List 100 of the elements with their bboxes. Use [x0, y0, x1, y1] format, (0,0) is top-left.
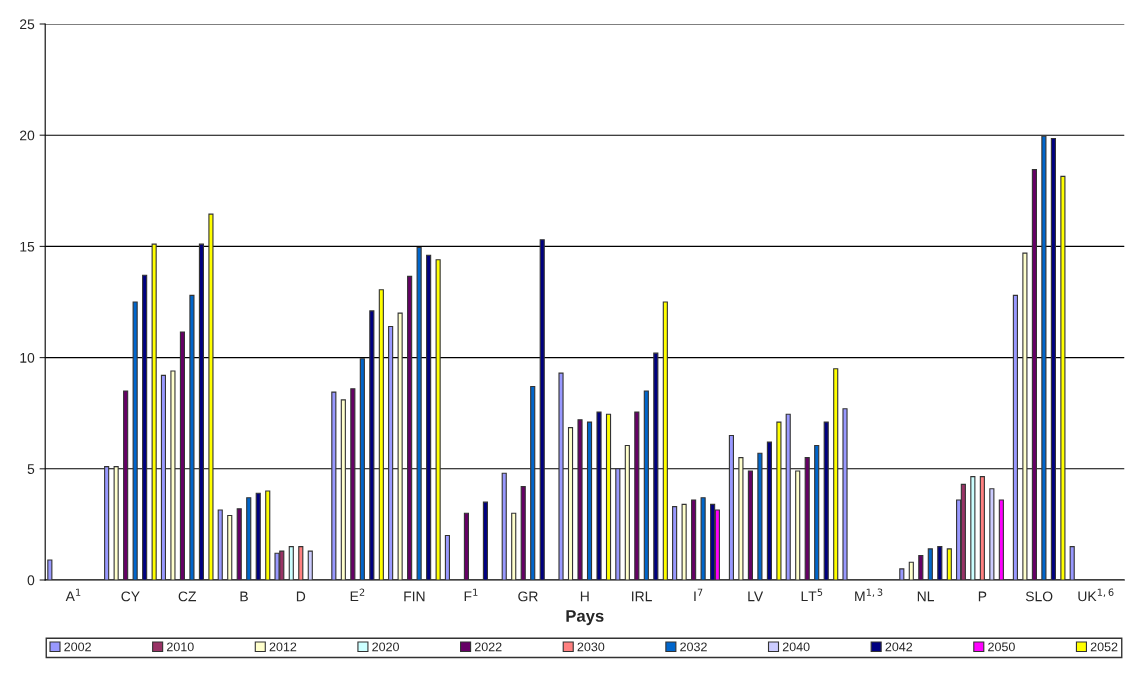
x-tick-label: LV	[748, 591, 764, 602]
bar	[823, 421, 829, 580]
bar	[979, 476, 985, 580]
legend-label: 2050	[988, 642, 1015, 652]
bar	[728, 434, 734, 580]
bar	[123, 390, 129, 580]
bar	[1041, 135, 1047, 580]
bar	[217, 509, 223, 580]
legend-label: 2012	[269, 642, 297, 652]
legend-label: 2040	[782, 642, 810, 652]
bar	[918, 554, 924, 580]
bar	[539, 239, 545, 580]
bar	[738, 457, 744, 580]
legend-label: 2002	[64, 642, 91, 652]
x-tick-label: H	[580, 591, 589, 602]
bar	[960, 483, 966, 580]
bar	[189, 294, 195, 580]
bar	[908, 561, 914, 580]
bar	[397, 312, 403, 580]
bar	[1060, 175, 1066, 580]
bar	[946, 548, 952, 580]
bar	[426, 254, 432, 580]
bar	[530, 385, 536, 580]
bar	[179, 331, 186, 580]
y-tick-label: 10	[20, 352, 35, 363]
bar	[586, 421, 593, 580]
bar	[776, 421, 782, 580]
bar	[672, 506, 678, 580]
bar	[615, 468, 621, 580]
bar	[814, 444, 820, 580]
bar	[795, 470, 801, 580]
bar	[757, 452, 763, 580]
bar	[255, 492, 261, 580]
bar	[1012, 294, 1018, 580]
legend-label: 2010	[167, 642, 194, 652]
bar	[359, 358, 365, 580]
legend-label: 2030	[577, 642, 605, 652]
bar	[1050, 137, 1056, 580]
bar	[624, 444, 630, 580]
bar	[577, 419, 583, 580]
bar	[298, 546, 304, 580]
y-tick-label: 15	[20, 241, 35, 252]
x-tick-label: D	[296, 591, 306, 602]
bar	[998, 499, 1004, 580]
x-tick-label: CZ	[178, 591, 197, 602]
bar	[340, 399, 346, 580]
bar	[662, 301, 668, 580]
bar	[567, 427, 574, 580]
x-axis-title: Pays	[566, 610, 604, 626]
bar	[899, 568, 905, 580]
x-tick-label: B	[240, 591, 248, 602]
x-tick-label: SLO	[1025, 591, 1053, 602]
bar	[653, 352, 659, 580]
x-tick-label: I$^{7}$	[694, 588, 703, 602]
y-tick-label: 25	[20, 19, 35, 30]
y-tick-label: 0	[27, 575, 35, 586]
y-tick-label: 20	[20, 130, 35, 141]
x-tick-label: NL	[917, 591, 934, 602]
bar	[842, 408, 848, 580]
x-tick-label: F$^{1}$	[464, 588, 478, 602]
bar	[208, 213, 214, 580]
bar	[785, 413, 791, 580]
x-tick-label: IRL	[632, 591, 652, 602]
bar	[236, 508, 242, 580]
bar	[444, 534, 451, 580]
x-tick-label: GR	[518, 591, 538, 602]
bar	[274, 552, 280, 580]
bar	[482, 501, 489, 580]
bar	[766, 441, 772, 580]
legend-label: 2022	[474, 642, 502, 652]
bar	[1069, 546, 1075, 580]
bar	[246, 497, 252, 580]
bar	[747, 470, 753, 580]
bar	[520, 486, 526, 580]
bar	[435, 259, 441, 580]
x-tick-label: A$^{1}$	[65, 588, 81, 602]
bar	[634, 411, 640, 580]
bar	[1022, 252, 1028, 580]
bar	[643, 390, 649, 580]
bar	[198, 243, 205, 580]
bar	[350, 388, 356, 580]
x-tick-label: LT$^{5}$	[801, 588, 823, 602]
bar	[970, 476, 976, 580]
bar	[288, 546, 294, 580]
bar	[160, 374, 167, 580]
x-tick-label: E$^{2}$	[350, 588, 365, 602]
legend-label: 2032	[680, 642, 707, 652]
bar	[104, 466, 110, 580]
bar	[407, 275, 413, 580]
x-tick-label: P	[978, 591, 987, 602]
bar	[511, 512, 517, 580]
bar	[937, 546, 943, 580]
legend-label: 2052	[1090, 642, 1118, 652]
bar	[388, 325, 394, 580]
bar	[927, 548, 933, 580]
bar	[681, 503, 687, 580]
legend-label: 2042	[885, 642, 913, 652]
bar	[710, 503, 716, 580]
bar	[227, 514, 233, 580]
bar	[170, 370, 176, 580]
